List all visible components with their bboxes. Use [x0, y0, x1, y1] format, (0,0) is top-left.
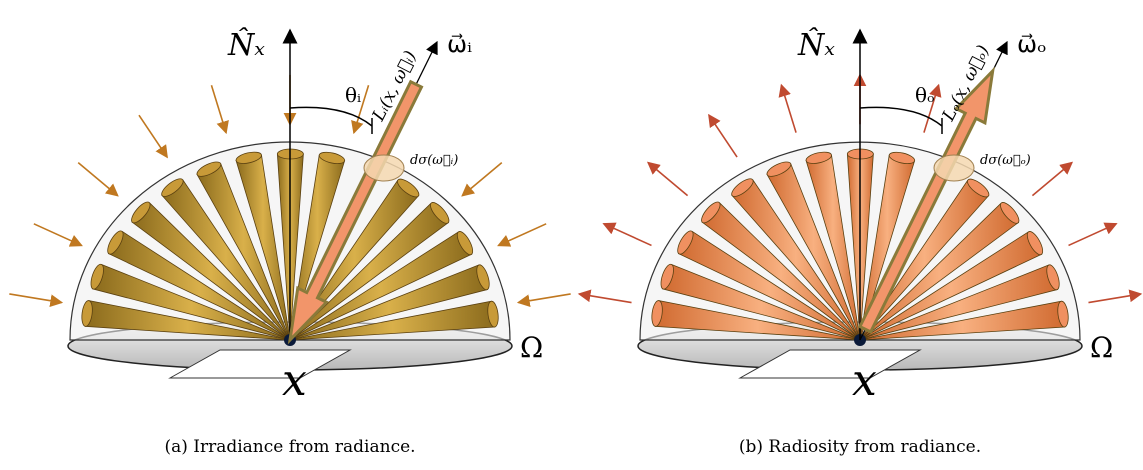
caption: (a) Irradiance from radiance. [164, 437, 415, 457]
angle-label: θₒ [915, 83, 935, 107]
solid-angle-label: dσ(ω⃗ᵢ) [410, 153, 458, 168]
direction-label: ω⃗ₒ [1017, 30, 1046, 58]
caption: (b) Radiosity from radiance. [739, 437, 981, 457]
flux-arrow [1032, 163, 1071, 196]
direction-label: ω⃗ᵢ [447, 30, 472, 58]
figure: N̂ₓω⃗ᵢθᵢLᵢ(x, ω⃗ᵢ)dσ(ω⃗ᵢ)xΩ(a) Irradianc… [0, 0, 1143, 470]
flux-arrow [1088, 294, 1140, 303]
point-label: x [282, 355, 307, 406]
solid-angle-patch [934, 155, 974, 181]
hemisphere-label: Ω [1090, 331, 1113, 364]
flux-arrow [579, 294, 631, 303]
angle-label: θᵢ [345, 83, 361, 107]
hemisphere-label: Ω [520, 331, 543, 364]
flux-arrow [781, 85, 796, 132]
flux-arrow [518, 294, 570, 303]
point-label: x [852, 355, 877, 406]
flux-arrow [9, 294, 61, 303]
solid-angle-patch [364, 155, 404, 181]
flux-arrow [462, 163, 501, 196]
flux-arrow [709, 115, 737, 157]
flux-arrow [34, 224, 82, 246]
flux-arrow [78, 163, 117, 196]
flux-arrow [1069, 224, 1117, 246]
flux-arrow [211, 85, 226, 132]
normal-label: N̂ₓ [227, 28, 265, 63]
flux-arrow [604, 224, 652, 246]
flux-arrow [139, 115, 167, 157]
flux-arrow [499, 224, 547, 246]
solid-angle-label: dσ(ω⃗ₒ) [980, 153, 1031, 168]
normal-label: N̂ₓ [797, 28, 835, 63]
flux-arrow [648, 163, 687, 196]
